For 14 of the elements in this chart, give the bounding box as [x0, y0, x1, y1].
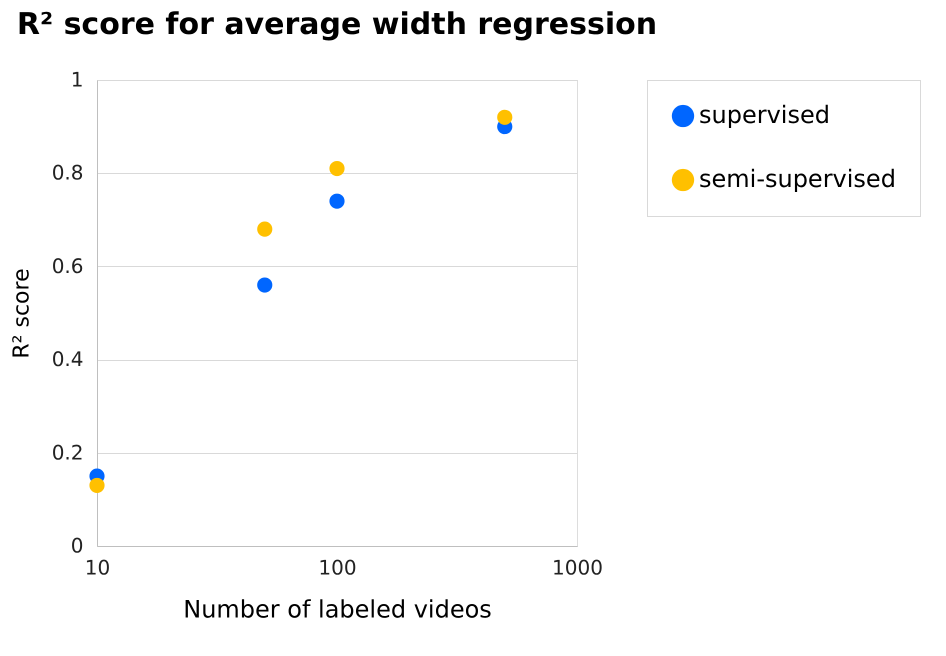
x-tick-label: 10: [84, 556, 110, 580]
y-tick-label: 0: [70, 534, 84, 558]
legend-label: semi-supervised: [699, 165, 896, 193]
legend-label: supervised: [699, 101, 830, 129]
chart-title: R² score for average width regression: [16, 7, 658, 42]
y-tick-label: 1: [70, 68, 84, 92]
x-tick-label: 100: [318, 556, 357, 580]
y-tick-label: 0.8: [52, 160, 84, 185]
x-axis-title: Number of labeled videos: [183, 596, 492, 624]
y-tick-label: 0.4: [52, 347, 84, 372]
x-tick-label: 1000: [552, 556, 603, 580]
y-axis-title: R² score: [10, 268, 35, 359]
y-tick-label: 0.6: [52, 254, 84, 278]
y-tick-label: 0.2: [52, 440, 84, 464]
